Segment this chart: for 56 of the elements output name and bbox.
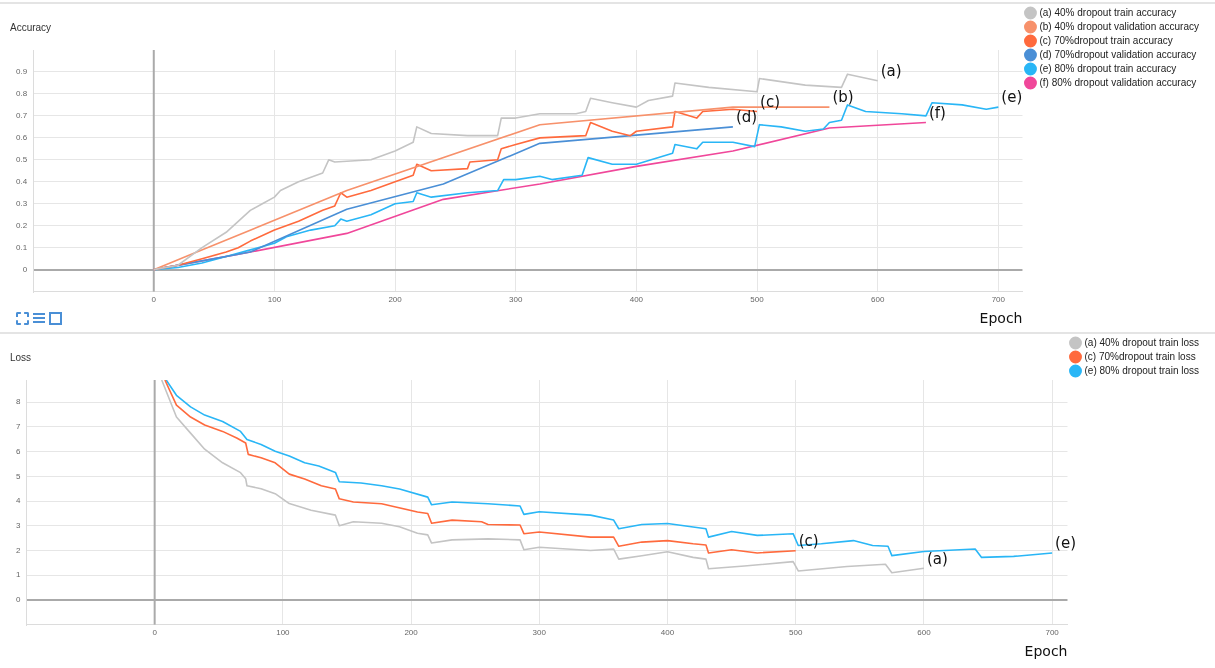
x-tick-label: 400 — [629, 294, 644, 304]
y-tick-label: 0.3 — [16, 198, 28, 208]
x-tick-label: 100 — [276, 627, 291, 637]
x-tick-label: 200 — [404, 627, 419, 637]
y-tick-label: 6 — [16, 446, 21, 456]
annotation: (e) — [1001, 88, 1023, 107]
legend-label: (e) 80% dropout train loss — [1084, 364, 1200, 376]
y-tick-label: 7 — [16, 422, 21, 432]
y-tick-label: 2 — [16, 545, 21, 555]
x-tick-label: 200 — [388, 294, 403, 304]
legend-label: (d) 70%dropout validation accuracy — [1039, 48, 1197, 60]
y-tick-label: 5 — [16, 471, 21, 481]
legend-label: (c) 70%dropout train loss — [1084, 350, 1196, 362]
chart-title: Accuracy — [10, 21, 52, 33]
x-tick-label: 700 — [991, 294, 1006, 304]
y-tick-label: 0.2 — [16, 220, 28, 230]
y-tick-label: 0 — [16, 595, 21, 605]
legend-label: (c) 70%dropout train accuracy — [1039, 34, 1173, 46]
x-tick-label: 500 — [789, 627, 803, 637]
legend-label: (f) 80% dropout validation accuracy — [1039, 76, 1197, 88]
x-tick-label: 0 — [151, 294, 157, 304]
chart-title: Loss — [10, 351, 32, 363]
x-tick-label: 700 — [1045, 627, 1060, 637]
x-tick-label: 600 — [917, 627, 932, 637]
x-axis-title: Epoch — [979, 310, 1023, 327]
y-tick-label: 3 — [16, 520, 21, 530]
x-tick-label: 300 — [532, 627, 547, 637]
y-tick-label: 0.8 — [16, 89, 28, 99]
annotation: (a) — [880, 62, 902, 81]
y-tick-label: 0 — [22, 264, 28, 274]
legend-label: (a) 40% dropout train accuracy — [1039, 6, 1177, 18]
annotation: (e) — [1055, 534, 1077, 553]
x-axis-title: Epoch — [1024, 643, 1068, 660]
x-tick-label: 500 — [750, 294, 765, 304]
y-tick-label: 0.1 — [16, 242, 28, 252]
annotation: (f) — [928, 103, 946, 122]
y-tick-label: 1 — [16, 570, 21, 580]
legend-label: (e) 80% dropout train accuracy — [1039, 62, 1177, 74]
x-tick-label: 100 — [267, 294, 282, 304]
annotation: (b) — [832, 88, 854, 107]
y-tick-label: 0.7 — [16, 111, 28, 121]
y-tick-label: 0.5 — [16, 155, 28, 165]
y-tick-label: 8 — [16, 397, 21, 407]
annotation: (d) — [735, 108, 758, 127]
x-tick-label: 300 — [509, 294, 523, 304]
legend-label: (b) 40% dropout validation accuracy — [1039, 20, 1199, 32]
y-tick-label: 0.4 — [16, 176, 28, 186]
x-tick-label: 600 — [871, 294, 885, 304]
annotation: (a) — [926, 549, 948, 568]
x-tick-label: 400 — [660, 627, 675, 637]
annotation: (c) — [760, 92, 780, 111]
x-tick-label: 0 — [152, 627, 158, 637]
legend-label: (a) 40% dropout train loss — [1084, 336, 1200, 348]
y-tick-label: 4 — [16, 496, 21, 506]
y-tick-label: 0.9 — [16, 67, 28, 77]
y-tick-label: 0.6 — [16, 133, 28, 143]
